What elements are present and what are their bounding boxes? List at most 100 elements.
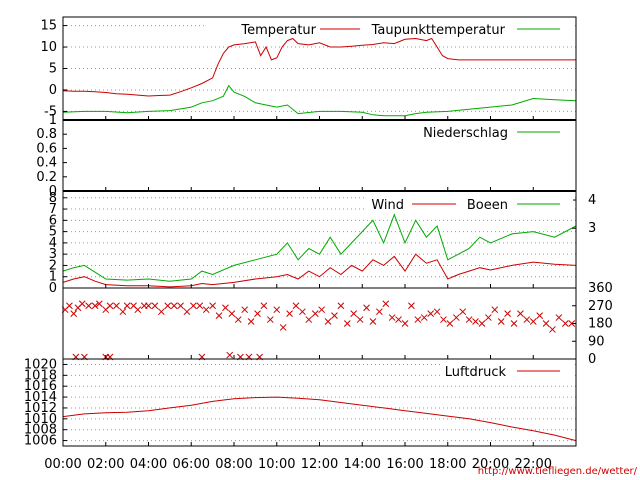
- y-tick-label: 1018: [24, 368, 57, 383]
- wind-direction-point: [485, 314, 492, 321]
- wind-direction-point: [70, 310, 78, 317]
- wind-direction-point: [452, 314, 460, 321]
- wind-direction-point: [555, 314, 563, 321]
- wind-direction-point: [286, 310, 293, 317]
- wind-direction-point: [170, 302, 178, 310]
- wind-direction-point: [260, 302, 268, 310]
- y2-tick-label: 180: [588, 317, 613, 332]
- x-tick-label: 18:00: [429, 457, 466, 472]
- wind-direction-point: [190, 302, 197, 310]
- wind-direction-point: [542, 320, 550, 327]
- x-tick-label: 12:00: [301, 457, 338, 472]
- y-tick-label: 6: [49, 213, 57, 228]
- x-tick-label: 10:00: [258, 457, 295, 472]
- y-tick-label: 0.8: [36, 127, 57, 142]
- wind-direction-point: [164, 302, 172, 310]
- y-tick-label: 3: [49, 247, 57, 262]
- wind-direction-point: [234, 316, 242, 323]
- wind-direction-point: [183, 308, 191, 316]
- wind-direction-point: [337, 302, 345, 310]
- wind-direction-point: [202, 306, 210, 314]
- y-tick-label: 0: [49, 83, 57, 98]
- panel-frame: [62, 358, 577, 447]
- wind-direction-point: [299, 308, 306, 316]
- wind-direction-point: [331, 312, 338, 319]
- wind-direction-point: [356, 316, 364, 323]
- wind-series: [62, 253, 577, 288]
- y-tick-label: 8: [49, 191, 57, 206]
- wind-direction-point: [78, 300, 86, 308]
- wind-direction-point: [408, 302, 415, 310]
- boeen-series: [62, 213, 577, 282]
- wind-direction-point: [343, 320, 351, 327]
- wind-direction-point: [459, 308, 467, 316]
- wind-direction-point: [324, 318, 332, 325]
- wind-direction-point: [177, 302, 184, 310]
- legend-label-pressure: Luftdruck: [445, 365, 507, 380]
- y-tick-label: 1016: [24, 379, 57, 394]
- x-tick-label: 02:00: [87, 457, 124, 472]
- wind-direction-point: [113, 302, 120, 310]
- legend-bg-wind: [365, 197, 573, 213]
- wind-direction-point: [279, 324, 287, 331]
- y-tick-label: 0.6: [36, 141, 57, 156]
- wind-direction-point: [151, 302, 159, 310]
- luftdruck-series: [62, 396, 577, 442]
- wind-direction-point: [123, 302, 131, 310]
- series-layer: [61, 37, 577, 442]
- wind-direction-point: [95, 300, 103, 308]
- wind-direction-point: [363, 304, 370, 312]
- wind-direction-point: [157, 308, 165, 316]
- x-tick-label: 14:00: [344, 457, 381, 472]
- wind-direction-point: [254, 310, 261, 317]
- wind-direction-point: [420, 314, 428, 321]
- axes-layer: 151050-510.80.60.40.20876543210433602701…: [24, 16, 613, 472]
- y-tick-label: 1008: [24, 423, 57, 438]
- legend-bg-precipitation: [415, 124, 573, 140]
- x-tick-label: 00:00: [44, 457, 81, 472]
- y-tick-label: 1006: [24, 434, 57, 449]
- y-tick-label: -5: [44, 104, 57, 119]
- taupunkttemperatur-series: [62, 84, 577, 117]
- wind-direction-point: [427, 310, 435, 317]
- y2-tick-label: 270: [588, 299, 613, 314]
- wind-direction-point: [375, 308, 383, 316]
- wind-direction-point: [350, 310, 358, 317]
- legend-label-gusts: Boeen: [467, 198, 508, 213]
- wind-direction-point: [222, 304, 229, 312]
- wind-direction-point: [382, 300, 390, 308]
- wind-direction-point: [504, 310, 511, 317]
- y-tick-label: 5: [49, 62, 57, 77]
- x-tick-label: 22:00: [515, 457, 552, 472]
- legend-label-dewpoint: Taupunkttemperatur: [371, 23, 506, 38]
- y-tick-label: 15: [40, 19, 57, 34]
- legend-label-precipitation: Niederschlag: [423, 126, 508, 141]
- y-tick-label: 2: [49, 258, 57, 273]
- y-tick-label: 1014: [24, 390, 57, 405]
- wind-direction-point: [401, 320, 409, 327]
- wind-direction-point: [106, 302, 114, 310]
- wind-direction-point: [472, 318, 479, 325]
- y2-tick-label: 360: [588, 281, 613, 296]
- x-tick-label: 20:00: [472, 457, 509, 472]
- temperatur-series: [62, 37, 576, 97]
- y-tick-label: 0.2: [36, 170, 57, 185]
- y-tick-label: 0.4: [36, 156, 57, 171]
- y2-tick-label: 4: [588, 193, 596, 208]
- y-tick-label: 5: [49, 225, 57, 240]
- wind-direction-point: [561, 320, 569, 327]
- wind-direction-point: [517, 310, 524, 317]
- x-tick-label: 08:00: [215, 457, 252, 472]
- x-tick-label: 04:00: [130, 457, 167, 472]
- wind-direction-point: [510, 320, 518, 327]
- wind-direction-point: [91, 302, 99, 310]
- y-tick-label: 1012: [24, 401, 57, 416]
- legend-bg-temperature: [205, 19, 575, 37]
- wind-direction-point: [536, 312, 544, 319]
- y-tick-label: 10: [40, 40, 57, 55]
- wind-direction-point: [478, 320, 486, 327]
- legend-bg-pressure: [440, 363, 573, 379]
- wind-direction-point: [549, 326, 556, 333]
- wind-direction-point: [247, 318, 255, 325]
- y2-tick-label: 0: [588, 352, 596, 367]
